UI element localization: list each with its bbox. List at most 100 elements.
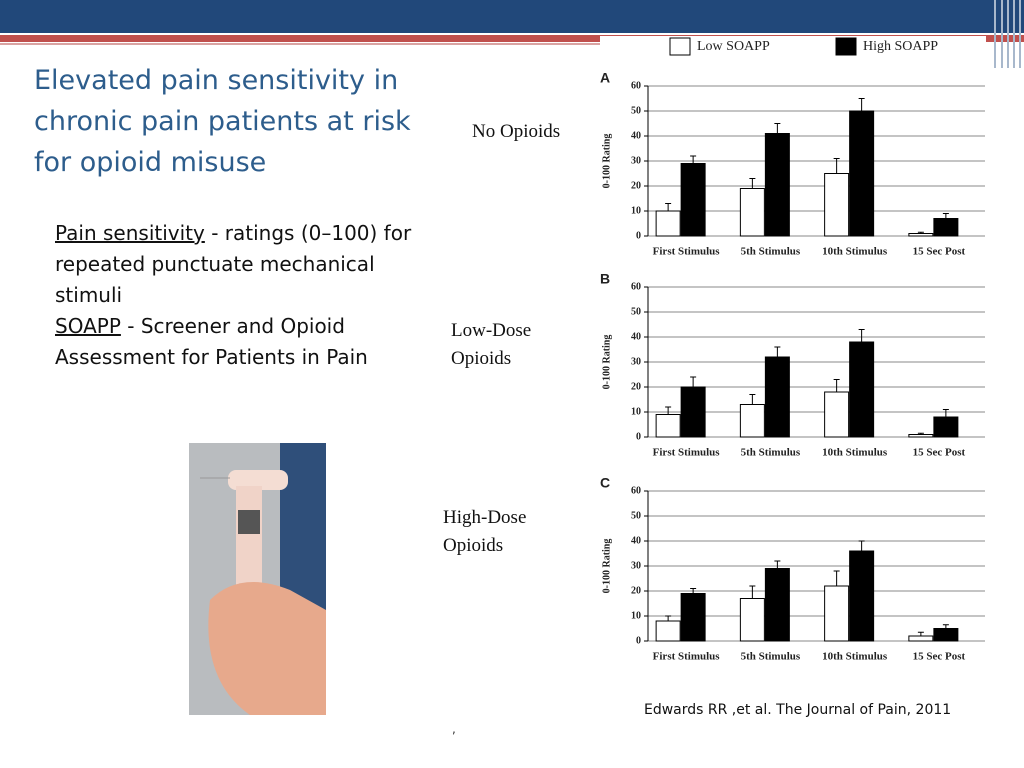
x-tick-label: First Stimulus: [653, 447, 721, 459]
y-tick-label: 0: [636, 635, 641, 646]
chart-subtitle: High-Dose Opioids: [443, 507, 527, 556]
x-tick-label: 15 Sec Post: [913, 651, 966, 663]
bar: [764, 568, 790, 642]
legend-box: [600, 36, 986, 66]
bar: [764, 356, 790, 438]
legend-swatch: [835, 37, 857, 56]
definition: - ratings (0–100) for repeated punctuate…: [55, 221, 412, 307]
x-tick-label: 15 Sec Post: [913, 447, 966, 459]
legend-swatch: [669, 37, 691, 56]
error-bar: [942, 624, 949, 629]
x-tick-label: First Stimulus: [653, 651, 721, 663]
x-tick-label: 15 Sec Post: [913, 246, 966, 258]
x-tick-label: First Stimulus: [653, 246, 721, 258]
decor-lines: [994, 0, 1021, 68]
x-tick-label: 5th Stimulus: [741, 246, 801, 258]
y-tick-label: 20: [631, 180, 641, 191]
y-tick-label: 20: [631, 381, 641, 392]
legend-label: Low SOAPP: [697, 39, 770, 54]
chart-subtitle: No Opioids: [472, 121, 561, 142]
bar: [908, 434, 934, 438]
error-bar: [858, 540, 865, 551]
error-bar: [690, 588, 697, 594]
bar: [849, 341, 875, 438]
slide-body: Pain sensitivity - ratings (0–100) for r…: [55, 218, 420, 373]
error-bar: [917, 432, 924, 435]
y-tick-label: 40: [631, 535, 641, 546]
term: SOAPP: [55, 314, 121, 338]
y-axis-label: 0-100 Rating: [601, 539, 612, 594]
footnote: ,: [452, 722, 456, 736]
y-tick-label: 0: [636, 431, 641, 442]
x-tick-label: 5th Stimulus: [741, 651, 801, 663]
panel-letter: B: [600, 271, 610, 287]
y-axis-label: 0-100 Rating: [601, 134, 612, 189]
y-tick-label: 60: [631, 485, 641, 496]
x-tick-label: 10th Stimulus: [822, 246, 888, 258]
bar: [824, 391, 850, 438]
error-bar: [833, 379, 840, 392]
bar: [824, 585, 850, 642]
y-tick-label: 60: [631, 80, 641, 91]
y-tick-label: 30: [631, 155, 641, 166]
error-bar: [774, 346, 781, 357]
bar: [655, 414, 681, 438]
bar: [849, 550, 875, 642]
bar: [739, 404, 765, 438]
x-tick-label: 10th Stimulus: [822, 447, 888, 459]
accent-stripe: [0, 35, 1024, 42]
y-tick-label: 30: [631, 356, 641, 367]
bar: [908, 635, 934, 642]
error-bar: [665, 615, 672, 621]
error-bar: [858, 98, 865, 111]
y-axis-label: 0-100 Rating: [601, 335, 612, 390]
bar: [933, 218, 959, 237]
error-bar: [942, 213, 949, 219]
y-tick-label: 10: [631, 406, 641, 417]
bar: [655, 620, 681, 642]
bar: [655, 210, 681, 237]
error-bar: [917, 231, 924, 234]
y-tick-label: 30: [631, 560, 641, 571]
error-bar: [833, 158, 840, 174]
definition: - Screener and Opioid Assessment for Pat…: [55, 314, 368, 369]
term: Pain sensitivity: [55, 221, 205, 245]
error-bar: [917, 631, 924, 636]
error-bar: [749, 394, 756, 405]
x-tick-label: 5th Stimulus: [741, 447, 801, 459]
slide-title: Elevated pain sensitivity in chronic pai…: [34, 65, 411, 178]
chart-subtitle: Low-Dose Opioids: [451, 320, 532, 369]
y-tick-label: 20: [631, 585, 641, 596]
y-tick-label: 40: [631, 331, 641, 342]
error-bar: [749, 178, 756, 189]
error-bar: [749, 585, 756, 599]
bar: [849, 110, 875, 237]
citation: Edwards RR ,et al. The Journal of Pain, …: [644, 702, 952, 718]
y-tick-label: 50: [631, 510, 641, 521]
y-tick-label: 50: [631, 105, 641, 116]
bar: [739, 188, 765, 237]
error-bar: [690, 376, 697, 387]
bar: [908, 233, 934, 237]
error-bar: [690, 155, 697, 164]
bar: [764, 133, 790, 237]
error-bar: [858, 329, 865, 342]
y-tick-label: 10: [631, 610, 641, 621]
error-bar: [774, 123, 781, 134]
panel-letter: C: [600, 475, 610, 491]
error-bar: [774, 560, 781, 569]
panel-letter: A: [600, 70, 610, 86]
header-band: [0, 0, 1024, 33]
y-tick-label: 10: [631, 205, 641, 216]
bar: [680, 593, 706, 642]
bar: [824, 173, 850, 237]
error-bar: [942, 409, 949, 417]
error-bar: [665, 203, 672, 211]
y-tick-label: 0: [636, 230, 641, 241]
bar: [933, 628, 959, 642]
y-tick-label: 60: [631, 281, 641, 292]
bar: [739, 598, 765, 642]
y-tick-label: 40: [631, 130, 641, 141]
